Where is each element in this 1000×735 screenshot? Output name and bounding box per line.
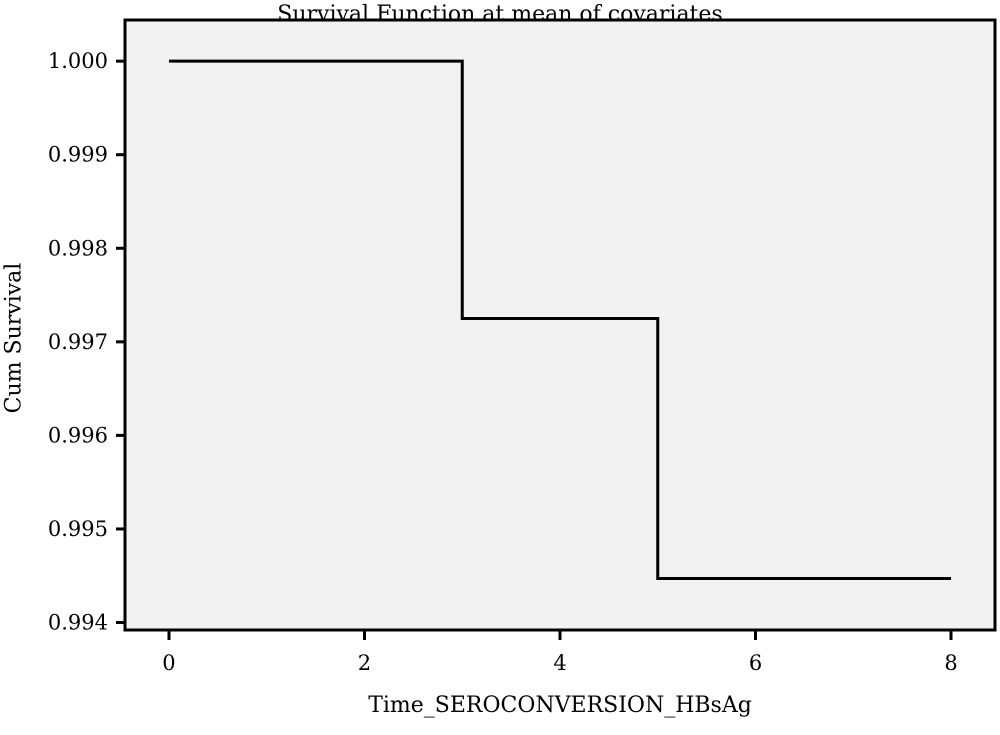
y-tick-label: 1.000 xyxy=(48,49,108,73)
y-tick-label: 0.997 xyxy=(48,330,108,354)
x-tick-label: 2 xyxy=(358,651,371,675)
y-tick-label: 0.994 xyxy=(48,611,108,635)
x-tick-label: 6 xyxy=(749,651,762,675)
x-tick-label: 8 xyxy=(944,651,957,675)
y-tick-label: 0.996 xyxy=(48,423,108,447)
x-tick-label: 0 xyxy=(162,651,175,675)
plot-area xyxy=(123,18,997,632)
y-axis: 1.000 0.999 0.998 0.997 0.996 0.995 0.994 xyxy=(48,49,125,635)
x-tick-label: 4 xyxy=(553,651,566,675)
x-axis: 0 2 4 6 8 xyxy=(162,630,958,675)
y-tick-label: 0.999 xyxy=(48,143,108,167)
y-tick-label: 0.995 xyxy=(48,517,108,541)
y-axis-label: Cum Survival xyxy=(1,262,27,414)
survival-step-line xyxy=(168,59,952,581)
y-tick-label: 0.998 xyxy=(48,236,108,260)
x-axis-label: Time_SEROCONVERSION_HBsAg xyxy=(368,693,752,718)
